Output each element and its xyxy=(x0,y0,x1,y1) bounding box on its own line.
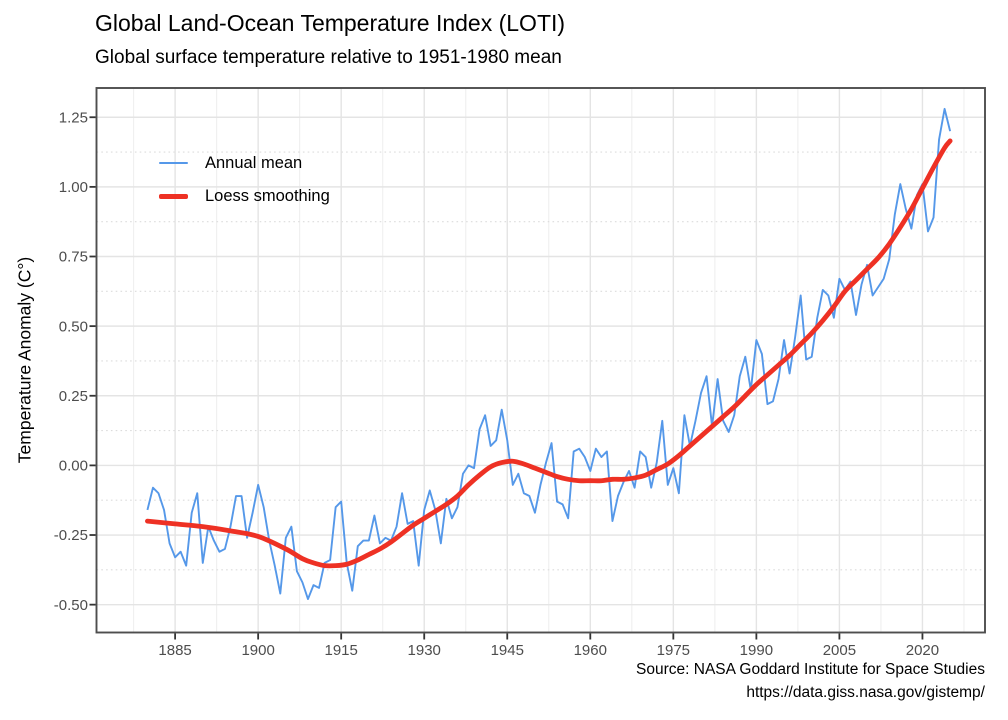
svg-text:1975: 1975 xyxy=(657,642,690,659)
svg-text:1990: 1990 xyxy=(740,642,773,659)
svg-text:-0.50: -0.50 xyxy=(54,597,88,614)
svg-text:1900: 1900 xyxy=(241,642,274,659)
svg-text:1960: 1960 xyxy=(574,642,607,659)
svg-text:2005: 2005 xyxy=(823,642,856,659)
svg-text:1945: 1945 xyxy=(491,642,524,659)
svg-text:1885: 1885 xyxy=(158,642,191,659)
legend-item-loess: Loess smoothing xyxy=(159,183,330,209)
svg-text:2020: 2020 xyxy=(906,642,939,659)
svg-text:1.25: 1.25 xyxy=(59,109,88,126)
chart-subtitle: Global surface temperature relative to 1… xyxy=(95,47,562,68)
annual-mean-line-key xyxy=(159,161,188,165)
svg-text:-0.25: -0.25 xyxy=(54,527,88,544)
source-caption: Source: NASA Goddard Institute for Space… xyxy=(636,658,985,704)
legend: Annual mean Loess smoothing xyxy=(159,150,330,216)
loess-line-key xyxy=(159,193,188,199)
svg-text:0.25: 0.25 xyxy=(59,388,88,405)
svg-text:1930: 1930 xyxy=(408,642,441,659)
svg-text:0.50: 0.50 xyxy=(59,318,88,335)
svg-text:1915: 1915 xyxy=(324,642,357,659)
svg-text:0.75: 0.75 xyxy=(59,249,88,266)
svg-text:1.00: 1.00 xyxy=(59,179,88,196)
source-url-line: https://data.giss.nasa.gov/gistemp/ xyxy=(746,684,985,701)
source-line: Source: NASA Goddard Institute for Space… xyxy=(636,661,985,678)
chart-title: Global Land-Ocean Temperature Index (LOT… xyxy=(95,10,566,36)
legend-item-annual-mean: Annual mean xyxy=(159,150,330,176)
legend-label-annual-mean: Annual mean xyxy=(205,153,303,172)
legend-label-loess: Loess smoothing xyxy=(205,186,330,205)
y-axis-title: Temperature Anomaly (C°) xyxy=(14,256,35,464)
svg-text:0.00: 0.00 xyxy=(59,458,88,475)
